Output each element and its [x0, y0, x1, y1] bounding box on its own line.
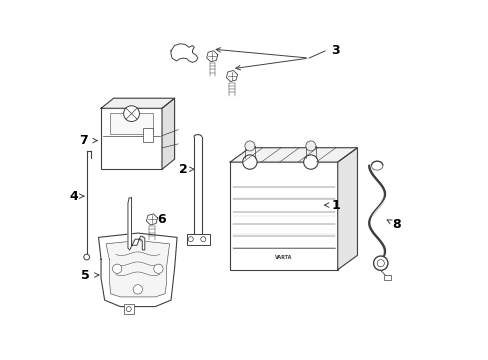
Circle shape: [305, 141, 315, 151]
Text: 8: 8: [392, 218, 400, 231]
Bar: [187, 234, 210, 244]
Text: 1: 1: [331, 199, 340, 212]
Bar: [384, 275, 390, 280]
Polygon shape: [206, 51, 217, 62]
Polygon shape: [146, 214, 157, 225]
Polygon shape: [337, 148, 357, 270]
Circle shape: [373, 256, 387, 270]
Text: 7: 7: [80, 134, 88, 147]
Circle shape: [244, 141, 254, 151]
Polygon shape: [162, 98, 174, 169]
Polygon shape: [171, 44, 198, 62]
Circle shape: [242, 155, 257, 169]
Polygon shape: [230, 148, 357, 162]
Polygon shape: [226, 71, 237, 82]
Text: 6: 6: [157, 213, 165, 226]
Circle shape: [123, 106, 139, 122]
Circle shape: [188, 237, 193, 242]
Text: 5: 5: [81, 269, 89, 282]
Bar: [110, 113, 153, 134]
Circle shape: [201, 237, 205, 242]
Circle shape: [126, 307, 131, 312]
Text: VARTA: VARTA: [275, 255, 292, 260]
Circle shape: [303, 155, 317, 169]
Polygon shape: [99, 233, 177, 307]
Bar: [101, 108, 162, 169]
Circle shape: [153, 264, 163, 273]
Bar: [123, 304, 134, 314]
Bar: [142, 128, 153, 142]
Text: 2: 2: [179, 163, 187, 176]
Polygon shape: [101, 98, 174, 108]
Polygon shape: [106, 240, 169, 297]
Circle shape: [133, 285, 142, 294]
Text: 3: 3: [331, 44, 340, 57]
Circle shape: [83, 254, 89, 260]
Circle shape: [112, 264, 122, 273]
Circle shape: [376, 260, 384, 267]
Polygon shape: [128, 198, 144, 250]
Text: 4: 4: [69, 190, 78, 203]
Bar: [230, 162, 337, 270]
